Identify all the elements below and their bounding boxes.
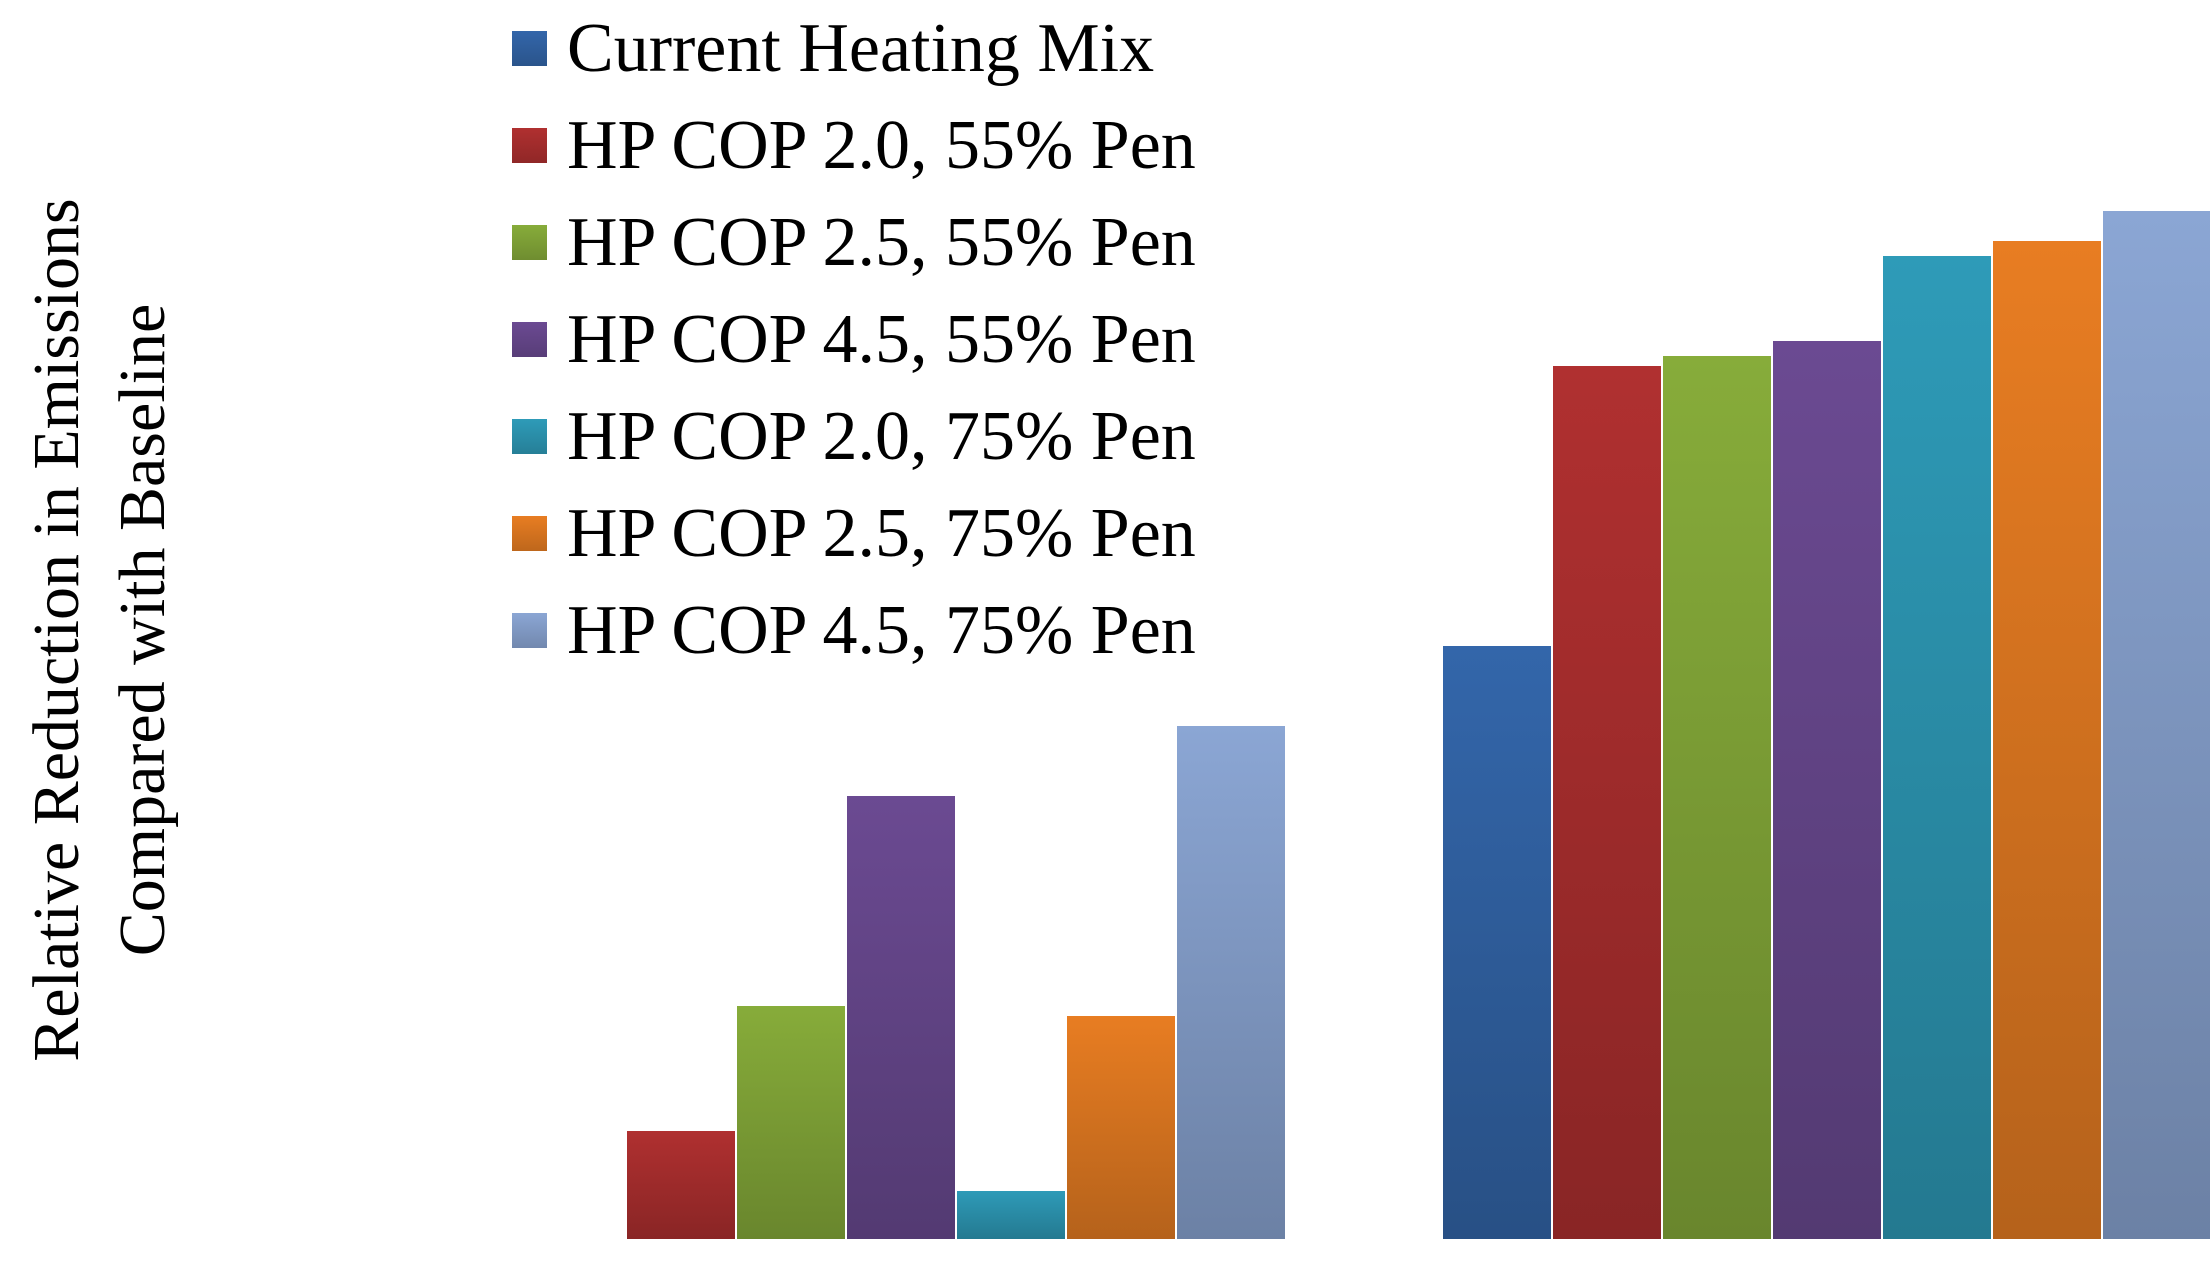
bar-group1-series6 xyxy=(1065,1014,1177,1241)
legend-label: HP COP 2.0, 75% Pen xyxy=(567,398,1196,475)
bar-group1-series5 xyxy=(955,1189,1067,1241)
legend-item-hp-cop-4-5-55-pen: HP COP 4.5, 55% Pen xyxy=(512,291,1196,388)
legend-swatch xyxy=(512,322,547,357)
legend-label: Current Heating Mix xyxy=(567,10,1155,87)
bar-group2-series4 xyxy=(1771,339,1883,1241)
bar-group1-series2 xyxy=(625,1129,737,1241)
legend-label: HP COP 2.5, 55% Pen xyxy=(567,204,1196,281)
bar-group2-series6 xyxy=(1991,239,2103,1241)
legend-item-hp-cop-2-5-75-pen: HP COP 2.5, 75% Pen xyxy=(512,485,1196,582)
bar-group2-series1 xyxy=(1441,644,1553,1241)
legend-swatch xyxy=(512,225,547,260)
legend-item-hp-cop-2-5-55-pen: HP COP 2.5, 55% Pen xyxy=(512,194,1196,291)
legend-label: HP COP 2.0, 55% Pen xyxy=(567,107,1196,184)
bar-group2-series7 xyxy=(2101,209,2210,1241)
bar-group1-series7 xyxy=(1175,724,1287,1241)
legend-swatch xyxy=(512,516,547,551)
legend-label: HP COP 2.5, 75% Pen xyxy=(567,495,1196,572)
bar-group1-series3 xyxy=(735,1004,847,1241)
legend-item-hp-cop-4-5-75-pen: HP COP 4.5, 75% Pen xyxy=(512,582,1196,679)
legend-swatch xyxy=(512,31,547,66)
legend-item-current-heating-mix: Current Heating Mix xyxy=(512,0,1196,97)
legend-swatch xyxy=(512,613,547,648)
legend: Current Heating Mix HP COP 2.0, 55% Pen … xyxy=(512,0,1196,679)
legend-swatch xyxy=(512,419,547,454)
bar-group2-series5 xyxy=(1881,254,1993,1241)
legend-label: HP COP 4.5, 75% Pen xyxy=(567,592,1196,669)
legend-item-hp-cop-2-0-55-pen: HP COP 2.0, 55% Pen xyxy=(512,97,1196,194)
bar-group2-series2 xyxy=(1551,364,1663,1241)
legend-label: HP COP 4.5, 55% Pen xyxy=(567,301,1196,378)
bar-group1-series4 xyxy=(845,794,957,1241)
legend-item-hp-cop-2-0-75-pen: HP COP 2.0, 75% Pen xyxy=(512,388,1196,485)
bar-group2-series3 xyxy=(1661,354,1773,1241)
legend-swatch xyxy=(512,128,547,163)
